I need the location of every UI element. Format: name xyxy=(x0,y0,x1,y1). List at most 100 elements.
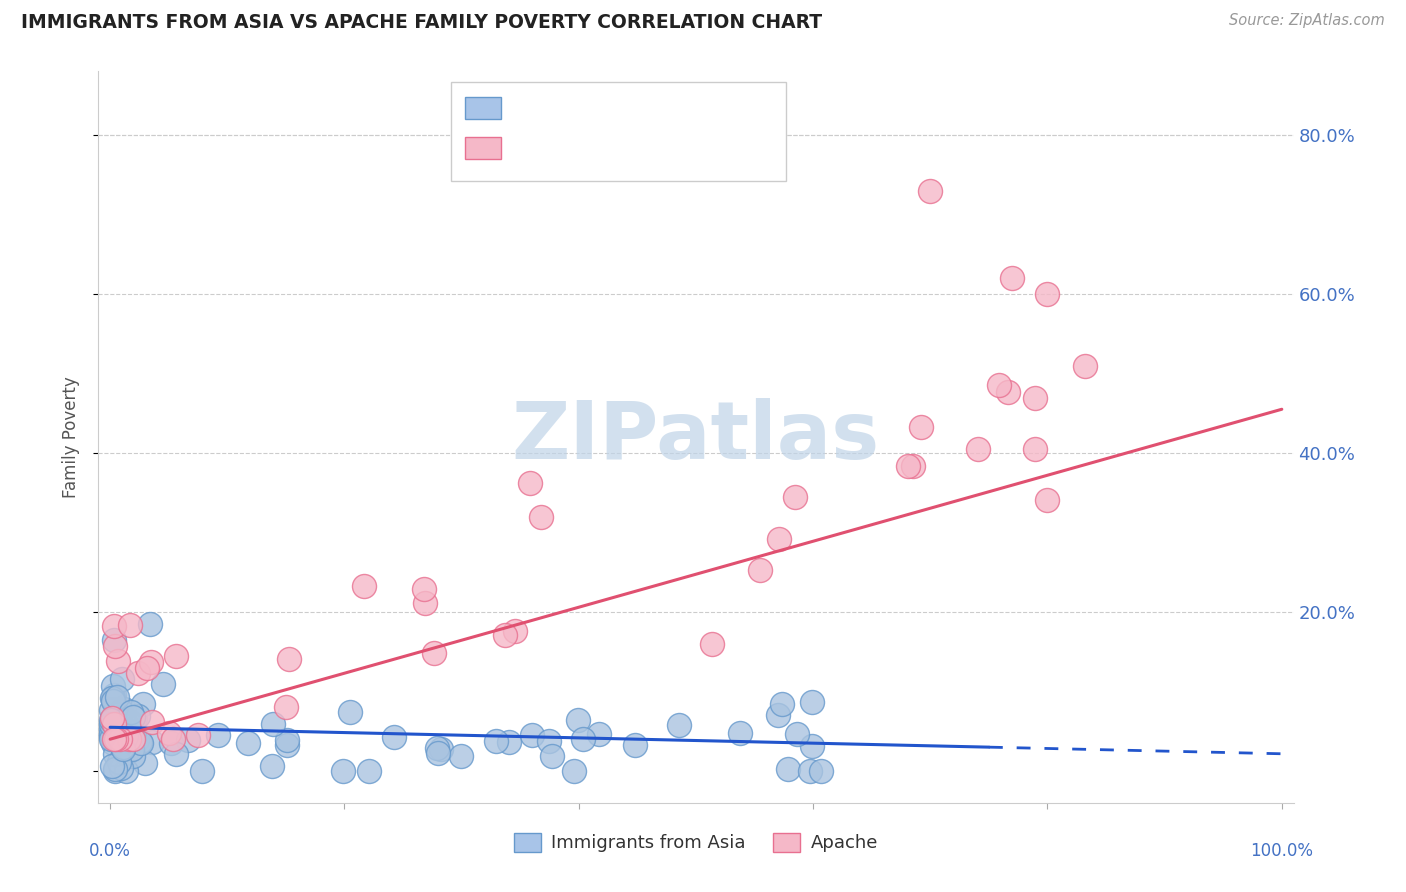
Point xyxy=(108,721,131,735)
Point xyxy=(141,735,163,749)
Point xyxy=(413,582,436,596)
Text: IMMIGRANTS FROM ASIA VS APACHE FAMILY POVERTY CORRELATION CHART: IMMIGRANTS FROM ASIA VS APACHE FAMILY PO… xyxy=(21,13,823,32)
Point xyxy=(429,742,451,756)
Point xyxy=(1035,493,1057,508)
Point xyxy=(122,710,145,724)
Text: 100.0%: 100.0% xyxy=(1250,842,1313,860)
Point xyxy=(103,639,125,653)
Point xyxy=(564,764,586,778)
Point xyxy=(120,705,142,719)
Point xyxy=(748,563,770,577)
Point xyxy=(107,654,129,668)
Point xyxy=(967,442,990,457)
Point xyxy=(127,708,149,723)
Point xyxy=(498,735,520,749)
Point xyxy=(111,714,134,728)
Point xyxy=(122,748,145,763)
Y-axis label: Family Poverty: Family Poverty xyxy=(62,376,80,498)
Text: 103: 103 xyxy=(748,99,786,117)
Point xyxy=(114,730,136,744)
Point xyxy=(567,713,589,727)
Point xyxy=(422,646,444,660)
Point xyxy=(105,690,128,705)
Point xyxy=(165,649,187,664)
Point xyxy=(801,739,824,753)
Point xyxy=(332,764,354,778)
Point xyxy=(786,727,808,741)
Point xyxy=(100,713,122,727)
Point xyxy=(236,736,259,750)
Point xyxy=(1024,442,1046,457)
Point xyxy=(115,746,138,760)
Point xyxy=(100,716,122,731)
Point xyxy=(104,747,127,761)
Point xyxy=(541,748,564,763)
Point xyxy=(107,756,129,770)
Point xyxy=(105,719,128,733)
Point xyxy=(110,761,132,775)
Point xyxy=(107,706,129,721)
Point xyxy=(103,619,125,633)
Point xyxy=(120,714,142,729)
Point xyxy=(105,716,128,731)
Point xyxy=(104,764,127,778)
Point xyxy=(1001,271,1024,285)
Point xyxy=(108,731,131,746)
Text: 0.722: 0.722 xyxy=(575,139,633,157)
Point xyxy=(810,764,832,778)
Point xyxy=(118,731,141,746)
Point xyxy=(139,616,162,631)
Point xyxy=(101,714,124,729)
Text: 0.0%: 0.0% xyxy=(89,842,131,860)
Point xyxy=(1024,392,1046,406)
Point xyxy=(108,732,131,747)
Point xyxy=(104,732,127,747)
Point xyxy=(101,690,124,705)
Point xyxy=(800,695,823,709)
Point xyxy=(103,717,125,731)
Point xyxy=(450,749,472,764)
Point xyxy=(702,637,724,651)
Point xyxy=(114,728,136,742)
Point xyxy=(110,704,132,718)
Point xyxy=(134,756,156,770)
Point xyxy=(124,724,146,739)
Point xyxy=(588,727,610,741)
Point xyxy=(262,758,284,772)
Point xyxy=(100,732,122,747)
Point xyxy=(108,710,131,724)
Point xyxy=(160,736,183,750)
Text: N =: N = xyxy=(686,99,727,117)
Point xyxy=(110,738,132,752)
Point xyxy=(127,666,149,681)
Point xyxy=(100,703,122,717)
Point xyxy=(101,736,124,750)
Point xyxy=(997,385,1019,400)
Point xyxy=(274,700,297,714)
Point xyxy=(728,725,751,739)
Point xyxy=(353,578,375,592)
Text: R =: R = xyxy=(513,139,553,157)
Point xyxy=(101,759,124,773)
Point xyxy=(121,732,143,747)
Point xyxy=(1036,287,1059,301)
Point xyxy=(799,764,821,778)
Point xyxy=(105,721,128,735)
Point xyxy=(103,732,125,747)
Point xyxy=(121,742,143,756)
Point xyxy=(100,723,122,737)
Point xyxy=(382,730,405,744)
Point xyxy=(1074,359,1097,374)
Point xyxy=(112,702,135,716)
Point xyxy=(276,739,298,753)
Point xyxy=(191,764,214,778)
Point xyxy=(107,725,129,739)
Point xyxy=(519,475,541,490)
Point xyxy=(426,746,449,760)
Point xyxy=(494,628,516,642)
Text: R =: R = xyxy=(513,99,553,117)
Point xyxy=(157,726,180,740)
Point xyxy=(276,732,298,747)
Text: ZIPatlas: ZIPatlas xyxy=(512,398,880,476)
Point xyxy=(103,632,125,647)
